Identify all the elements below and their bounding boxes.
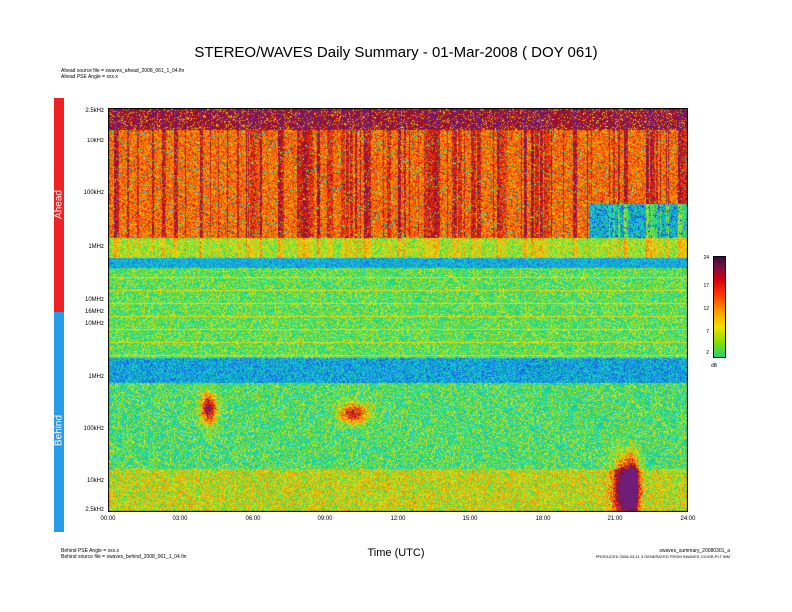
y-tick-label: 100kHz [83, 426, 104, 432]
y-tick-label: 10MHz [84, 321, 104, 327]
ahead-source-text: Ahead source file = swaves_ahead_2008_06… [61, 68, 185, 74]
x-axis-title: Time (UTC) [367, 547, 425, 559]
page-title: STEREO/WAVES Daily Summary - 01-Mar-2008… [194, 44, 598, 61]
ahead-label: Ahead [53, 190, 65, 219]
x-tick-label: 00:00 [100, 516, 116, 522]
colorbar-tick: 17 [703, 283, 709, 289]
colorbar-unit: dB [711, 363, 718, 369]
y-tick-label: 10kHz [86, 138, 104, 144]
x-tick-label: 12:00 [390, 516, 406, 522]
y-tick-label: 10MHz [84, 297, 104, 303]
colorbar-tick: 12 [703, 306, 709, 312]
y-tick-label: 1MHz [88, 374, 104, 380]
x-tick-label: 24:00 [680, 516, 696, 522]
colorbar-tick: 24 [703, 255, 709, 261]
spectrogram [108, 108, 688, 512]
ahead-panel-bar [54, 98, 64, 312]
y-tick-label: 10kHz [86, 478, 104, 484]
x-tick-label: 21:00 [607, 516, 623, 522]
colorbar-tick: 2 [706, 350, 709, 356]
x-tick-label: 15:00 [462, 516, 478, 522]
ahead-pse-text: Ahead PSE Angle = xxx.x [61, 74, 118, 80]
summary-file-text: swaves_summary_20080301_a [659, 548, 730, 554]
x-tick-label: 09:00 [317, 516, 333, 522]
produced-text: PRODUCED 2008-03-11 3 GENERATED FROM SWA… [595, 554, 730, 559]
y-tick-label: 2.5kHz [85, 108, 104, 114]
colorbar-tick: 7 [706, 329, 709, 335]
y-tick-label: 2.5kHz [85, 507, 104, 513]
behind-source-text: Behind source file = swaves_behind_2008_… [61, 554, 187, 560]
x-tick-label: 06:00 [245, 516, 261, 522]
y-tick-label: 1MHz [88, 244, 104, 250]
colorbar [713, 256, 726, 358]
x-tick-label: 03:00 [172, 516, 188, 522]
y-tick-label: 16MHz [84, 309, 104, 315]
behind-panel-bar [54, 312, 64, 532]
behind-pse-text: Behind PSE Angle = xxx.x [61, 548, 119, 554]
y-tick-label: 100kHz [83, 190, 104, 196]
x-tick-label: 18:00 [535, 516, 551, 522]
